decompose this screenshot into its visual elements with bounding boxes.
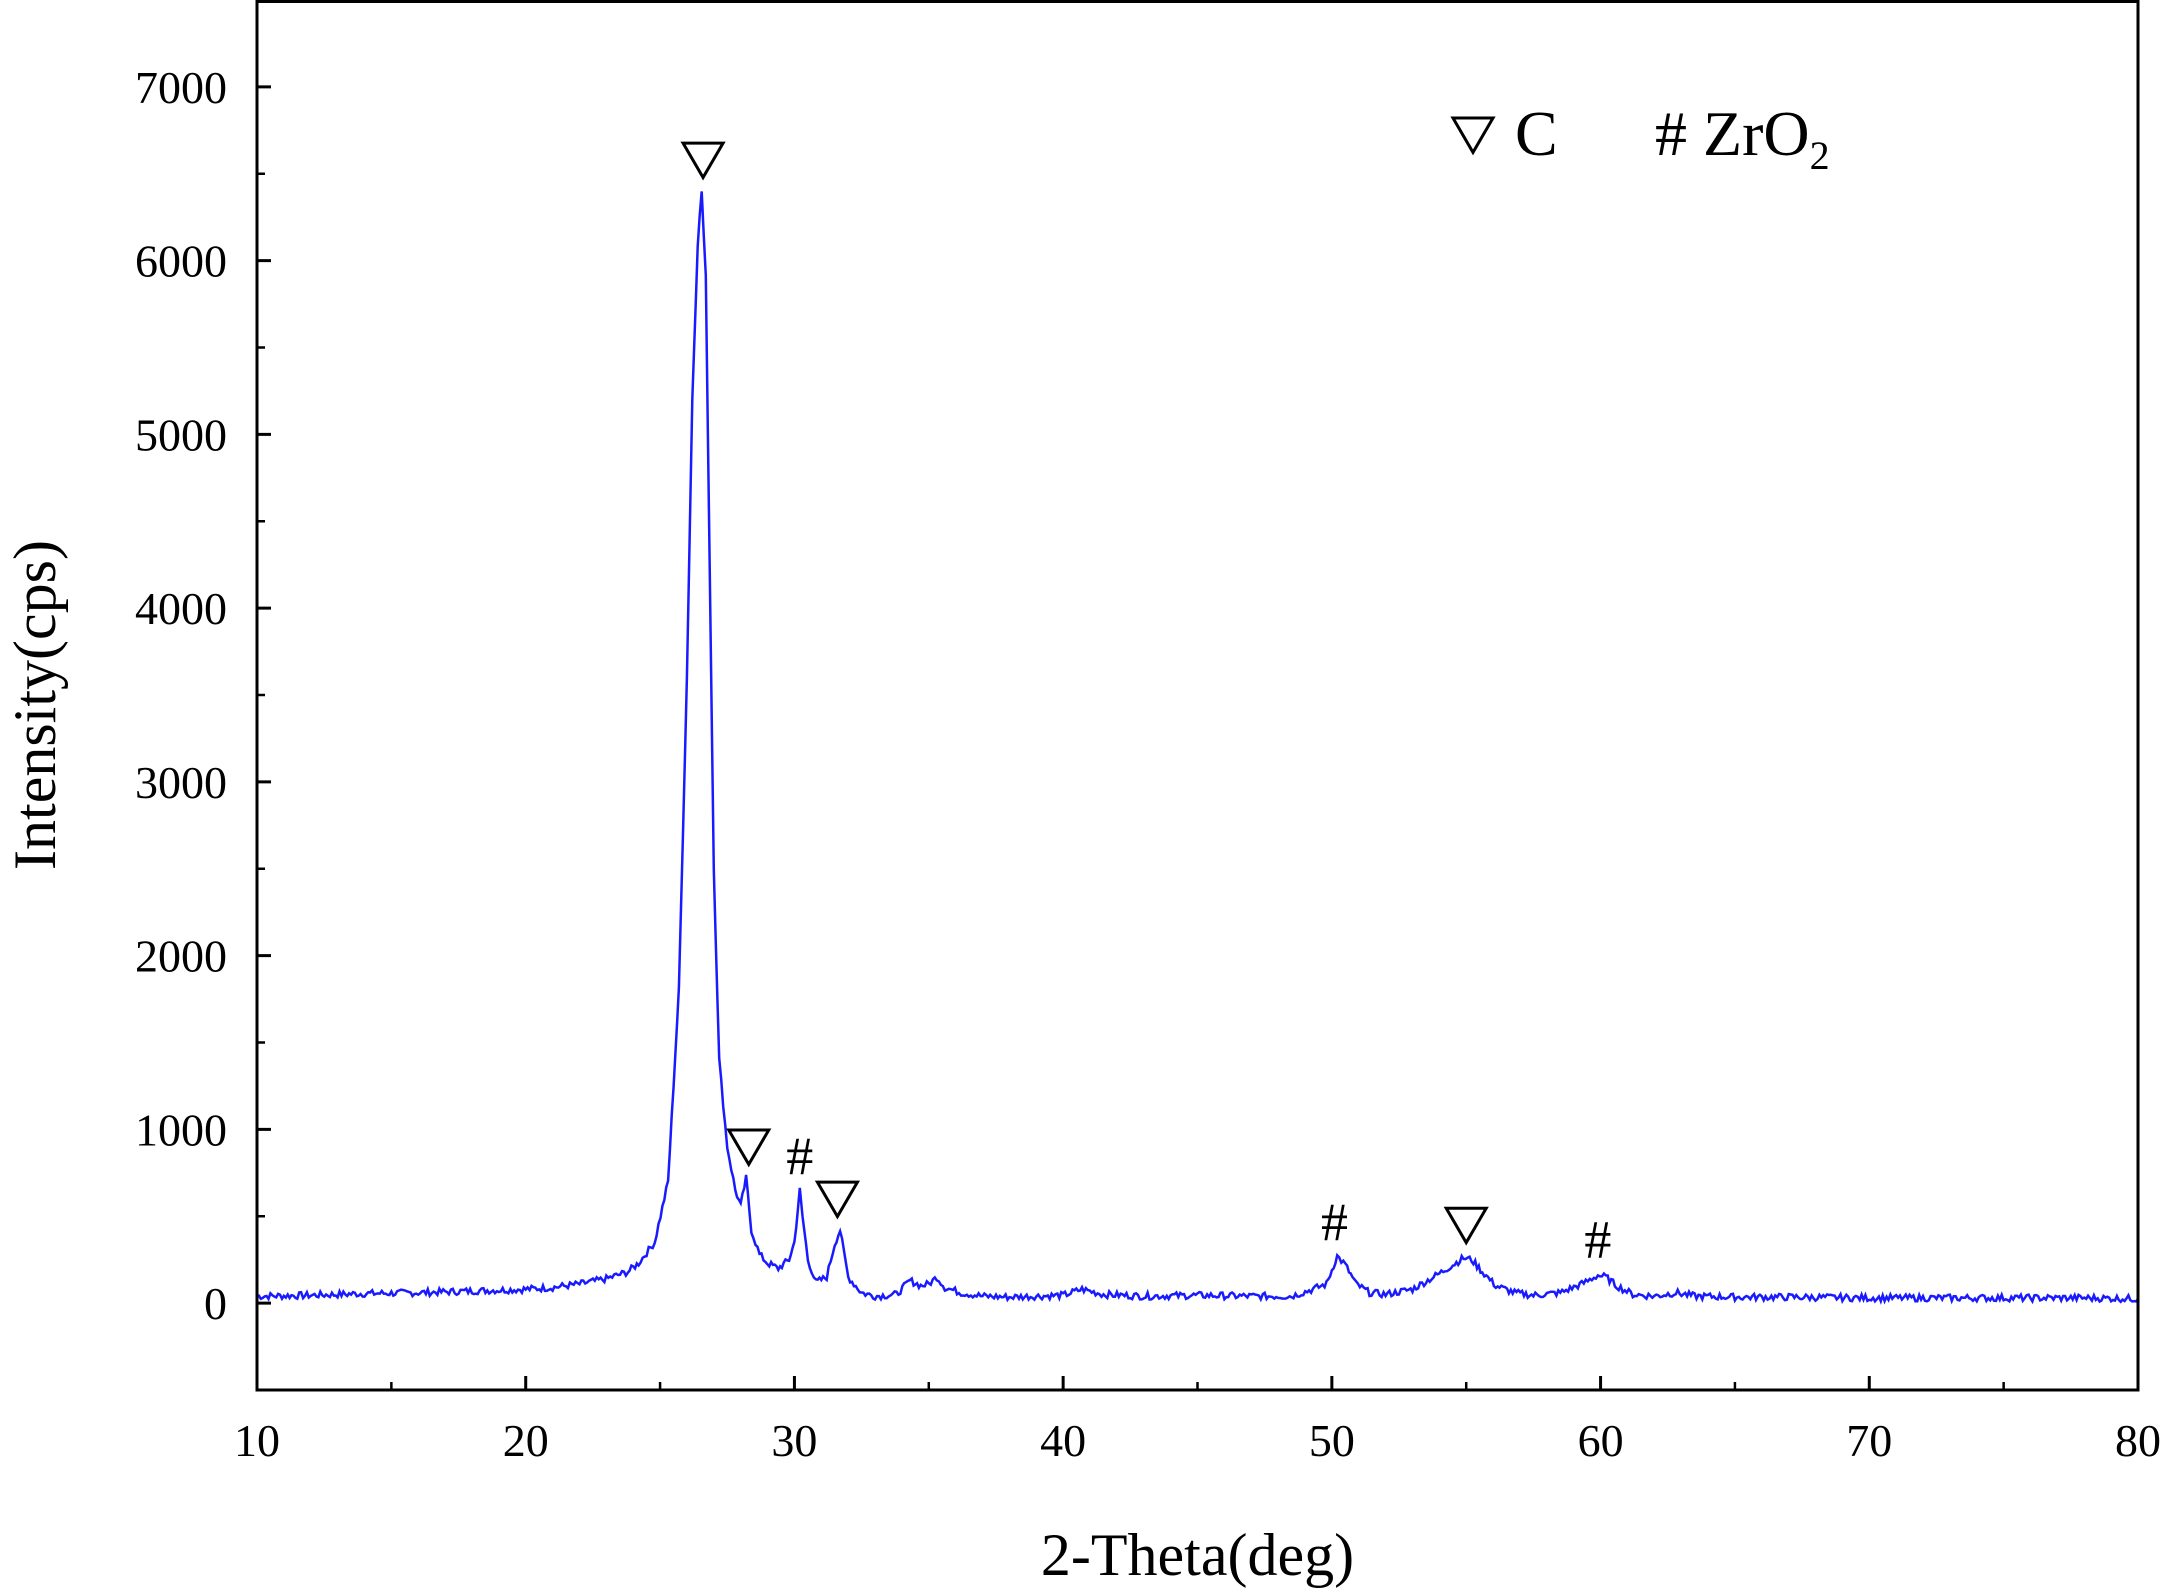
- x-tick-label: 30: [771, 1415, 817, 1466]
- y-tick-label: 7000: [135, 62, 227, 113]
- y-tick-label: 0: [204, 1278, 227, 1329]
- hash-marker: #: [1584, 1210, 1611, 1270]
- x-tick-label: 70: [1846, 1415, 1892, 1466]
- plot-area: [256, 191, 2140, 1305]
- axis-ticks: 10 20 30 40 50 60 70 80 0 1000 2000 3000 4000 5000 600…: [135, 62, 2161, 1466]
- triangle-marker: [680, 141, 726, 181]
- y-tick-label: 6000: [135, 236, 227, 287]
- legend: C # ZrO2: [1450, 98, 1830, 178]
- triangle-marker: [1450, 116, 1496, 156]
- x-tick-label: 20: [503, 1415, 549, 1466]
- hash-marker: #: [786, 1126, 813, 1186]
- y-tick-label: 2000: [135, 931, 227, 982]
- y-tick-label: 5000: [135, 409, 227, 460]
- x-tick-label: 80: [2115, 1415, 2161, 1466]
- hash-marker: #: [1321, 1192, 1348, 1252]
- y-tick-label: 3000: [135, 757, 227, 808]
- legend-label-c: C: [1515, 98, 1558, 169]
- y-tick-label: 4000: [135, 583, 227, 634]
- legend-label-zro2: # ZrO2: [1655, 98, 1830, 178]
- peak-annotations: # # #: [680, 141, 1611, 1270]
- triangle-marker: [814, 1180, 861, 1220]
- series-line: [256, 191, 2140, 1305]
- triangle-marker: [726, 1128, 772, 1168]
- y-axis-title: Intensity(cps): [2, 540, 68, 870]
- legend-subscript: 2: [1810, 133, 1830, 178]
- y-tick-label: 1000: [135, 1104, 227, 1155]
- x-tick-label: 40: [1040, 1415, 1086, 1466]
- x-axis-title: 2-Theta(deg): [1041, 1522, 1354, 1588]
- x-tick-label: 50: [1309, 1415, 1355, 1466]
- x-tick-label: 60: [1578, 1415, 1624, 1466]
- triangle-marker: [1443, 1206, 1489, 1246]
- x-tick-label: 10: [234, 1415, 280, 1466]
